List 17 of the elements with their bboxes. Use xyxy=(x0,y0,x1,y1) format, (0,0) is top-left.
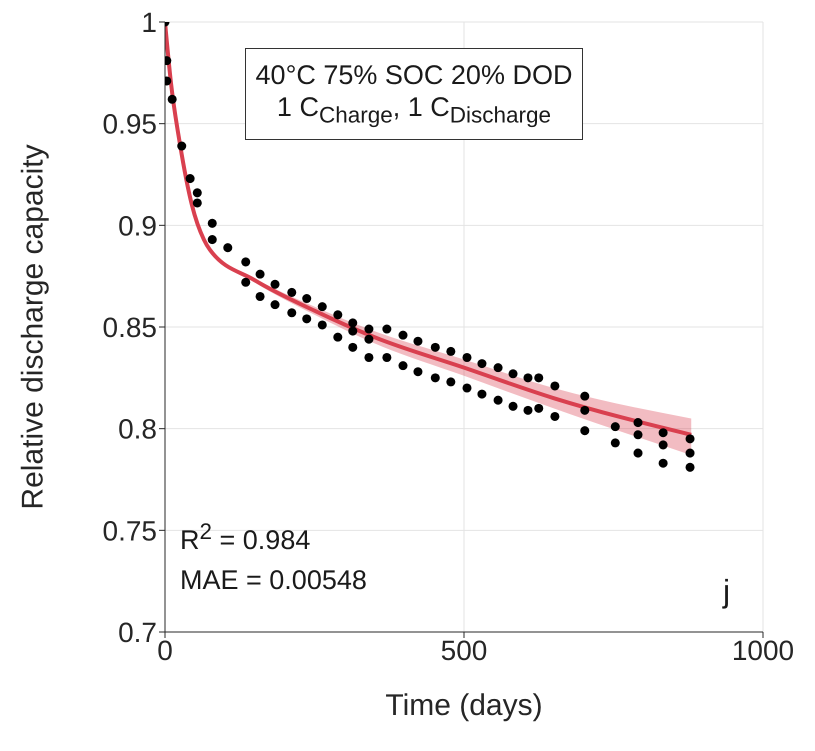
y-tick-label: 0.7 xyxy=(118,616,157,648)
y-tick-label: 0.9 xyxy=(118,210,157,242)
y-tick-label: 0.75 xyxy=(102,515,157,546)
x-tick-label: 500 xyxy=(440,634,488,666)
annotation: R$^{2}$ = 0.984 xyxy=(180,519,310,555)
y-tick-label: 0.85 xyxy=(102,312,157,343)
y-tick-label: 1 xyxy=(141,6,157,38)
y-tick-label: 0.8 xyxy=(118,414,157,445)
annotation: j xyxy=(723,573,730,609)
x-tick-label: 0 xyxy=(157,634,173,666)
x-tick-label: 1000 xyxy=(732,634,794,666)
y-tick-label: 0.95 xyxy=(102,108,157,140)
y-axis-title: Relative discharge capacity xyxy=(16,144,50,510)
annotation: 40°C 75% SOC 20% DOD xyxy=(256,60,572,90)
annotation: 1 C$_{Charge}$, 1 C$_{Discharge}$ xyxy=(276,92,552,128)
annotation: MAE = 0.00548 xyxy=(180,565,367,596)
x-axis-title: Time (days) xyxy=(385,689,543,722)
